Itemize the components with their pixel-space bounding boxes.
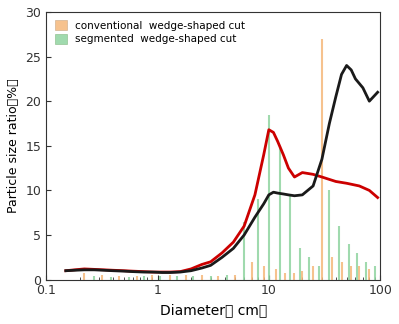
X-axis label: Diameter（ cm）: Diameter（ cm）: [160, 303, 267, 317]
Y-axis label: Particle size ratio（%）: Particle size ratio（%）: [7, 78, 20, 213]
Legend: conventional  wedge-shaped cut, segmented  wedge-shaped cut: conventional wedge-shaped cut, segmented…: [51, 17, 249, 48]
